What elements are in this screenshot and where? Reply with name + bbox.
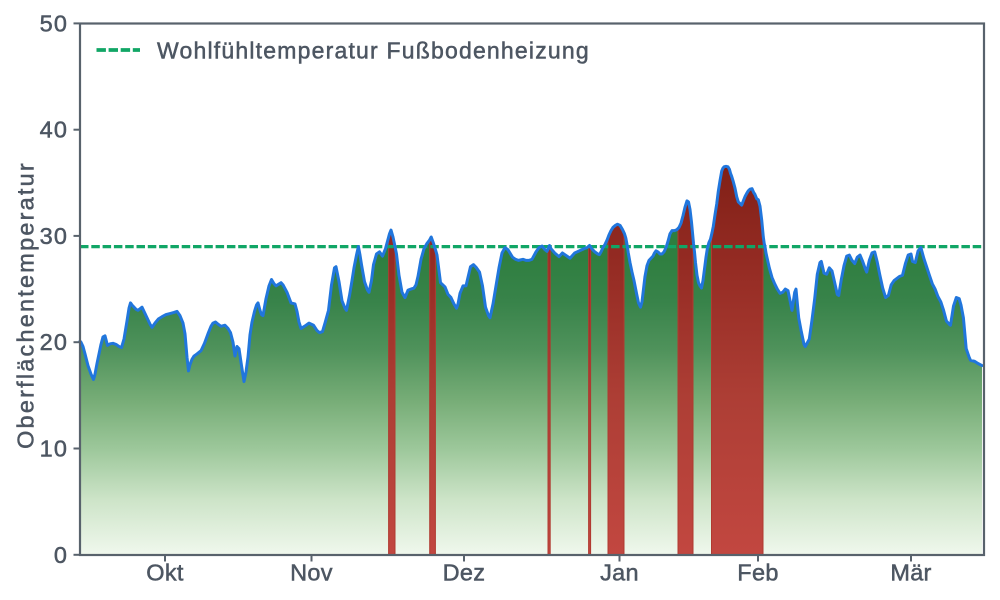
- svg-text:Dez: Dez: [443, 560, 486, 586]
- svg-text:20: 20: [40, 329, 69, 355]
- svg-text:Mär: Mär: [890, 560, 931, 586]
- svg-text:Feb: Feb: [737, 560, 778, 586]
- svg-text:10: 10: [40, 436, 69, 462]
- svg-text:Okt: Okt: [146, 560, 184, 586]
- svg-text:50: 50: [40, 10, 69, 36]
- svg-text:0: 0: [54, 542, 68, 568]
- svg-text:Oberflächentemperatur: Oberflächentemperatur: [13, 161, 39, 449]
- svg-text:Wohlfühltemperatur Fußbodenhei: Wohlfühltemperatur Fußbodenheizung: [157, 38, 590, 64]
- svg-text:40: 40: [40, 117, 69, 143]
- svg-text:Nov: Nov: [290, 560, 333, 586]
- svg-text:30: 30: [40, 223, 69, 249]
- svg-text:Jan: Jan: [600, 560, 639, 586]
